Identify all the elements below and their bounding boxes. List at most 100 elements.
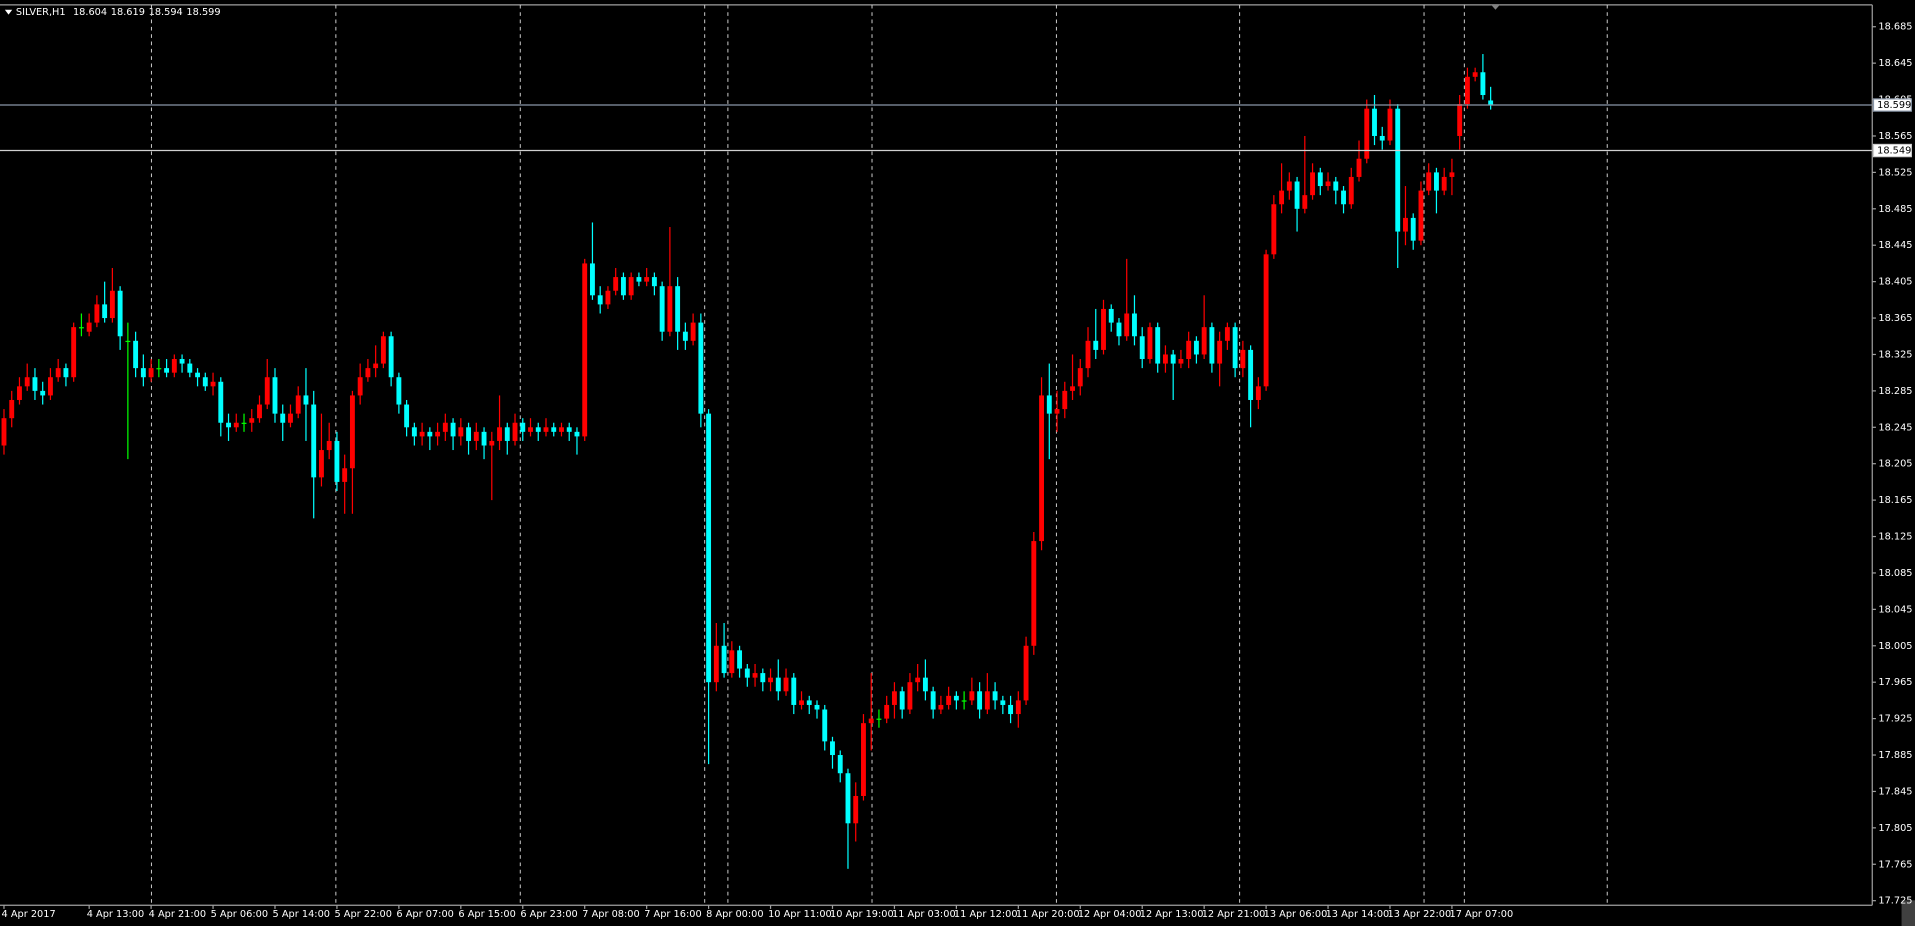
candle-body <box>326 440 332 451</box>
candle-body <box>241 422 247 424</box>
candle-body <box>71 327 77 378</box>
candle-body <box>1464 76 1470 105</box>
candle-body <box>1379 135 1385 141</box>
candle-body <box>1015 700 1021 715</box>
candle-body <box>156 368 162 370</box>
candle-body <box>559 427 564 432</box>
x-tick-label: 6 Apr 23:00 <box>520 909 577 920</box>
x-tick-label: 12 Apr 13:00 <box>1140 909 1204 920</box>
price-label: 18.599 <box>1877 100 1911 111</box>
candle-body <box>1031 541 1037 646</box>
candle-body <box>47 377 53 396</box>
y-tick-label: 18.205 <box>1878 459 1912 470</box>
candle-body <box>628 277 634 296</box>
candle-body <box>528 427 533 432</box>
price-label: 18.549 <box>1877 146 1911 157</box>
candle-body <box>768 677 773 683</box>
candle-body <box>853 795 859 824</box>
x-tick-label: 5 Apr 22:00 <box>334 909 391 920</box>
y-tick-label: 18.445 <box>1878 240 1912 251</box>
candle-body <box>675 286 681 332</box>
candle-body <box>411 427 417 437</box>
candle-body <box>667 286 673 332</box>
candle-body <box>1279 190 1285 205</box>
candle-body <box>78 327 84 329</box>
candle-body <box>334 440 340 482</box>
candle-body <box>922 677 928 692</box>
candle-body <box>94 304 100 323</box>
candle-body <box>504 427 510 441</box>
candle-body <box>1224 327 1230 341</box>
candle-body <box>373 363 379 369</box>
chart-header: SILVER,H1 18.604 18.619 18.594 18.599 <box>16 7 221 18</box>
candle-body <box>1023 645 1029 701</box>
candle-body <box>644 277 650 282</box>
candle-body <box>729 650 735 674</box>
x-tick-label: 7 Apr 08:00 <box>582 909 639 920</box>
candle-body <box>744 668 750 678</box>
candle-body <box>1341 190 1346 205</box>
candle-body <box>1255 386 1261 400</box>
candle-body <box>899 691 905 710</box>
candle-body <box>1046 395 1052 414</box>
candle-body <box>907 682 913 710</box>
x-tick-label: 8 Apr 00:00 <box>706 909 763 920</box>
header-high: 18.619 <box>111 7 145 18</box>
candle-body <box>760 673 766 683</box>
candle-body <box>102 304 108 319</box>
candle-body <box>620 277 626 296</box>
candle-body <box>1186 340 1192 360</box>
candle-body <box>458 427 464 437</box>
candle-body <box>822 709 828 742</box>
x-tick-label: 10 Apr 19:00 <box>830 909 894 920</box>
header-low: 18.594 <box>149 7 183 18</box>
candle-body <box>473 431 479 441</box>
y-tick-label: 18.485 <box>1878 204 1912 215</box>
candle-body <box>1356 158 1362 177</box>
y-tick-label: 18.685 <box>1878 22 1912 33</box>
candle-body <box>613 277 619 291</box>
candle-body <box>1209 327 1215 364</box>
candle-body <box>1488 100 1494 106</box>
candle-body <box>814 704 820 710</box>
candle-body <box>342 468 348 482</box>
x-tick-label: 12 Apr 21:00 <box>1202 909 1266 920</box>
x-tick-label: 13 Apr 06:00 <box>1264 909 1328 920</box>
candle-body <box>1372 108 1377 136</box>
x-tick-label: 5 Apr 06:00 <box>211 909 268 920</box>
y-tick-label: 18.005 <box>1878 641 1912 652</box>
candle-body <box>861 723 866 796</box>
candle-body <box>1286 181 1292 191</box>
candle-body <box>481 431 487 446</box>
candle-body <box>551 427 557 432</box>
y-tick-label: 18.245 <box>1878 422 1912 433</box>
candle-body <box>140 368 146 378</box>
y-tick-label: 18.525 <box>1878 167 1912 178</box>
x-tick-label: 6 Apr 07:00 <box>396 909 453 920</box>
candle-body <box>977 691 983 710</box>
candle-body <box>1333 181 1339 191</box>
candle-body <box>1240 349 1246 369</box>
candle-body <box>1217 340 1223 364</box>
candle-body <box>984 691 990 710</box>
candle-body <box>582 263 588 437</box>
candle-body <box>1317 172 1323 187</box>
candle-body <box>721 645 727 674</box>
candle-body <box>264 377 270 405</box>
candle-body <box>737 650 743 669</box>
y-tick-label: 17.725 <box>1878 896 1912 907</box>
candle-body <box>435 431 441 437</box>
candle-body <box>543 427 549 432</box>
candle-body <box>497 427 502 441</box>
y-tick-label: 17.885 <box>1878 750 1912 761</box>
candle-body <box>1178 359 1184 364</box>
x-tick-label: 11 Apr 03:00 <box>892 909 956 920</box>
candle-body <box>272 377 278 414</box>
candle-body <box>969 691 975 701</box>
candle-body <box>1395 108 1401 232</box>
candle-body <box>1077 368 1083 387</box>
candle-body <box>117 290 123 337</box>
candle-body <box>24 377 30 387</box>
candle-body <box>1116 322 1122 337</box>
candle-body <box>63 368 69 378</box>
